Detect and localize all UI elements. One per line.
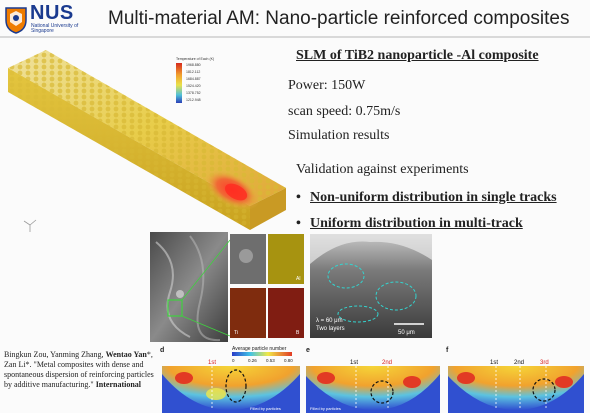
- slide-title: Multi-material AM: Nano-particle reinfor…: [108, 8, 570, 29]
- sem-micrograph-panel: Al Ti B: [150, 232, 304, 342]
- bullet-text: Non-uniform distribution in single track…: [310, 190, 557, 205]
- cross-section-panel: λ = 60 μm Two layers 50 μm: [310, 234, 432, 338]
- map-panel-f: f 1st 2nd 3rd: [446, 347, 584, 413]
- panel-letter: e: [306, 347, 310, 354]
- temperature-legend: Temperature of Each (K) 1968.880 1812.11…: [176, 57, 214, 103]
- layers-label: Two layers: [316, 326, 345, 332]
- bullet-dot-icon: •: [296, 216, 301, 231]
- citation-body: *, Zan Li*. "Metal composites with dense…: [4, 350, 154, 389]
- track-label: 2nd: [514, 360, 524, 366]
- bullet-item: • Uniform distribution in multi-track: [296, 216, 523, 232]
- legend-title: Temperature of Each (K): [176, 57, 214, 61]
- bullet-item: • Non-uniform distribution in single trac…: [296, 190, 557, 206]
- particle-cluster-marker: [375, 281, 417, 311]
- nus-crest-icon: [5, 7, 27, 34]
- particle-distribution-maps: Average particle number 0 0.26 0.53 0.80…: [160, 346, 584, 413]
- legend-value: 1684.887: [186, 77, 201, 81]
- nus-logo: NUS National University of Singapore: [4, 2, 86, 40]
- bullet-text: Uniform distribution in multi-track: [310, 216, 523, 231]
- map-panel-d: d 1st Filled by particles: [160, 347, 300, 413]
- scale-label: 50 μm: [398, 330, 415, 336]
- particle-cluster-marker: [337, 305, 379, 323]
- citation: Bingkun Zou, Yanming Zhang, Wentao Yan*,…: [4, 350, 156, 390]
- simulation-render: Temperature of Each (K) 1968.880 1812.11…: [8, 50, 286, 232]
- legend-value: 1378.752: [186, 91, 201, 95]
- legend-value: 1212.948: [186, 98, 201, 102]
- eds-ti-map: [230, 288, 266, 338]
- colorbar: Average particle number 0 0.26 0.53 0.80: [232, 346, 293, 363]
- legend-value: 1524.420: [186, 84, 201, 88]
- track-label: 1st: [350, 360, 358, 366]
- panel-letter: f: [446, 347, 449, 354]
- map-panel-e: e 1st 2nd Filled by particles: [306, 347, 440, 413]
- cross-section-image: [310, 234, 432, 338]
- colorbar-tick: 0.80: [284, 358, 293, 363]
- selection-box: [167, 299, 183, 317]
- axis-triad-icon: [23, 219, 37, 232]
- simulation-results-text: Simulation results: [288, 128, 390, 143]
- eds-label-al: Al: [296, 276, 300, 282]
- panel-note: Filled by particles: [310, 406, 341, 411]
- eds-label-ti: Ti: [234, 330, 238, 336]
- logo-subtitle: National University of Singapore: [31, 23, 79, 34]
- eds-label-b: B: [296, 330, 300, 336]
- track-label: 1st: [208, 360, 216, 366]
- citation-authors: Bingkun Zou, Yanming Zhang,: [4, 350, 106, 359]
- citation-author-bold: Wentao Yan: [105, 350, 147, 359]
- track-label: 2nd: [382, 360, 392, 366]
- colorbar-tick: 0: [232, 358, 235, 363]
- logo-wordmark: NUS: [30, 2, 74, 24]
- eds-b-map: [268, 288, 304, 338]
- colorbar-title: Average particle number: [232, 346, 287, 352]
- particle-cluster-marker: [327, 263, 365, 289]
- panel-note: Filled by particles: [250, 406, 281, 411]
- panel-letter: d: [160, 347, 164, 354]
- scan-speed-text: scan speed: 0.75m/s: [288, 104, 401, 119]
- lambda-label: λ = 60 μm: [316, 318, 343, 324]
- colorbar-tick: 0.53: [266, 358, 275, 363]
- track-label: 1st: [490, 360, 498, 366]
- subheading: SLM of TiB2 nanoparticle -Al composite: [296, 48, 539, 63]
- title-divider: [0, 36, 590, 38]
- legend-value: 1812.112: [186, 70, 200, 74]
- bullet-dot-icon: •: [296, 190, 301, 205]
- citation-journal: International: [95, 380, 142, 389]
- power-text: Power: 150W: [288, 78, 366, 93]
- track-label: 3rd: [540, 360, 549, 366]
- validation-text: Validation against experiments: [296, 162, 469, 177]
- colorbar-tick: 0.26: [248, 358, 257, 363]
- legend-value: 1968.880: [186, 63, 201, 67]
